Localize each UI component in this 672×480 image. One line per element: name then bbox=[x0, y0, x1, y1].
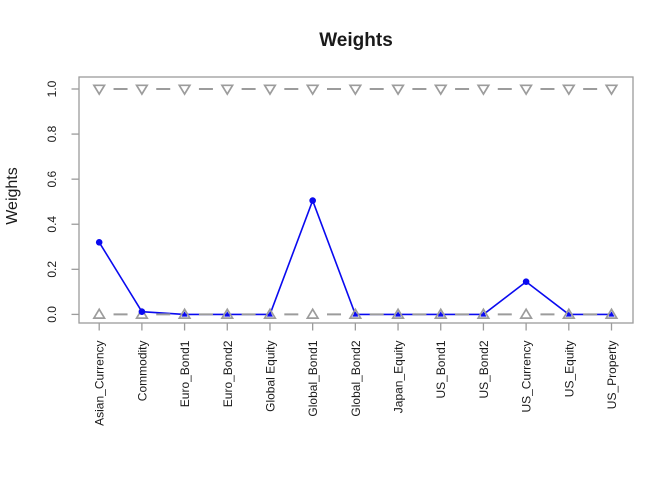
upper_bound-marker-triangle-down-icon bbox=[348, 84, 363, 96]
upper_bound-marker-triangle-down-icon bbox=[305, 84, 320, 96]
y-tick-label: 0.6 bbox=[45, 170, 59, 187]
x-tick-label: US_Property bbox=[605, 341, 619, 410]
y-tick-label: 0.0 bbox=[45, 306, 59, 323]
upper_bound-marker-triangle-down-icon bbox=[433, 84, 448, 96]
lower_bound-marker-triangle-up-icon bbox=[476, 307, 491, 319]
x-tick-label: US_Currency bbox=[520, 341, 534, 413]
x-tick-label: Global Equity bbox=[263, 341, 277, 412]
lower_bound-marker-triangle-up-icon bbox=[92, 307, 107, 319]
weights-point-zero-icon bbox=[480, 311, 487, 317]
lower_bound-marker-triangle-up-icon bbox=[391, 307, 405, 319]
lower_bound-marker-triangle-up-icon bbox=[263, 307, 277, 319]
upper_bound-marker-triangle-down-icon bbox=[604, 84, 619, 96]
y-tick-label: 1.0 bbox=[45, 80, 59, 97]
upper_bound-marker-triangle-down-icon bbox=[220, 84, 235, 96]
upper_bound-marker-triangle-down-icon bbox=[92, 84, 107, 96]
lower_bound-marker-triangle-up-icon bbox=[562, 307, 576, 319]
weights-line bbox=[98, 198, 612, 316]
weights-point-zero-icon bbox=[395, 311, 402, 317]
lower_bound-marker-triangle-up-icon bbox=[519, 307, 533, 319]
weights-point-zero-icon bbox=[224, 311, 231, 317]
weights-point-circle-icon bbox=[309, 197, 316, 204]
x-tick-label: US_Equity bbox=[562, 341, 576, 398]
upper_bound-marker-triangle-down-icon bbox=[391, 84, 405, 96]
plot-box bbox=[78, 76, 634, 324]
upper_bound-marker-triangle-down-icon bbox=[135, 84, 149, 96]
x-tick-label: Commodity bbox=[135, 341, 149, 402]
weights-point-circle-icon bbox=[522, 278, 530, 286]
x-tick-label: Japan_Equity bbox=[392, 341, 406, 414]
x-tick-label: Euro_Bond2 bbox=[221, 340, 235, 407]
upper_bound-marker-triangle-down-icon bbox=[519, 84, 533, 96]
x-tick-label: US_Bond1 bbox=[434, 340, 448, 398]
weights-point-zero-icon bbox=[565, 311, 572, 317]
upper_bound-marker-triangle-down-icon bbox=[562, 84, 576, 96]
y-tick-label: 0.8 bbox=[45, 125, 59, 142]
chart-title: Weights bbox=[319, 30, 393, 51]
weights-point-zero-icon bbox=[437, 311, 444, 317]
x-tick-label: Asian_Currency bbox=[93, 341, 107, 426]
upper_bound-marker-triangle-down-icon bbox=[177, 84, 192, 96]
upper_bound-marker-triangle-down-icon bbox=[476, 84, 491, 96]
x-tick-label: US_Bond2 bbox=[477, 340, 491, 398]
lower_bound-marker-triangle-up-icon bbox=[348, 307, 363, 319]
weights-point-zero-icon bbox=[352, 311, 359, 317]
weights-point-circle-icon bbox=[95, 238, 103, 246]
lower_bound-marker-triangle-up-icon bbox=[177, 307, 192, 319]
y-axis-label: Weights bbox=[4, 167, 21, 225]
lower_bound-marker-triangle-up-icon bbox=[604, 307, 619, 319]
lower_bound-marker-triangle-up-icon bbox=[433, 307, 448, 319]
upper_bound-marker-triangle-down-icon bbox=[263, 84, 277, 96]
weights-point-circle-icon bbox=[138, 308, 146, 315]
weights-point-zero-icon bbox=[266, 311, 273, 317]
lower_bound-marker-triangle-up-icon bbox=[135, 307, 149, 319]
y-tick-label: 0.2 bbox=[45, 261, 59, 278]
x-tick-label: Global_Bond2 bbox=[349, 340, 363, 416]
lower_bound-marker-triangle-up-icon bbox=[220, 307, 235, 319]
weights-point-zero-icon bbox=[181, 311, 188, 317]
x-tick-label: Euro_Bond1 bbox=[178, 340, 192, 407]
lower_bound-marker-triangle-up-icon bbox=[305, 307, 320, 319]
weights-point-zero-icon bbox=[608, 311, 615, 317]
y-tick-label: 0.4 bbox=[45, 216, 59, 233]
x-tick-label: Global_Bond1 bbox=[306, 340, 320, 416]
